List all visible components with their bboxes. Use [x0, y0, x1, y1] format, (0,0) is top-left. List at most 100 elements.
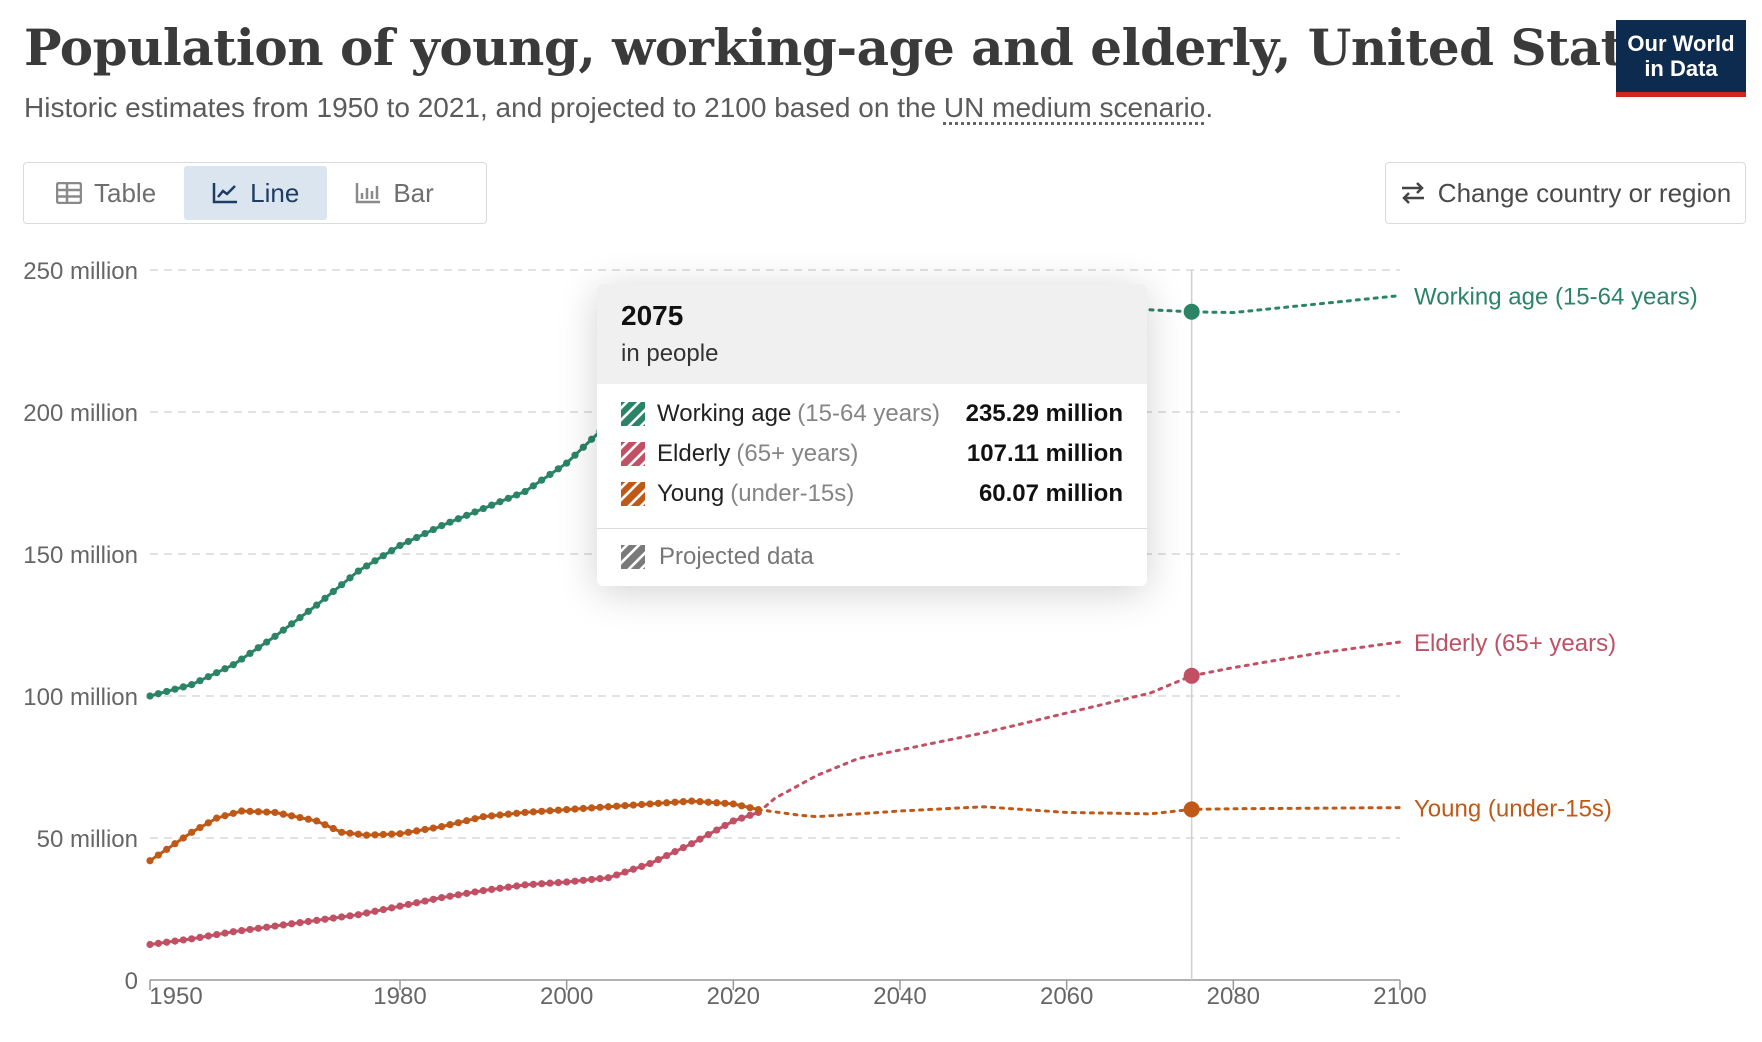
data-point	[304, 607, 312, 615]
data-point	[196, 677, 204, 685]
data-point	[221, 665, 229, 673]
data-point	[254, 644, 262, 652]
data-point	[513, 809, 521, 817]
tab-bar[interactable]: Bar	[327, 166, 461, 220]
tooltip-row-elderly: Elderly (65+ years) 107.11 million	[621, 434, 1123, 474]
data-point	[396, 541, 404, 550]
data-point	[546, 879, 554, 887]
tooltip-series-range: (under-15s)	[730, 480, 855, 507]
hover-point	[1183, 667, 1200, 684]
data-point	[321, 594, 329, 602]
data-point	[729, 800, 737, 808]
data-point	[279, 921, 287, 929]
data-point	[179, 683, 187, 691]
data-point	[579, 876, 587, 884]
data-point	[663, 799, 671, 807]
data-point	[688, 797, 696, 805]
data-point	[638, 800, 646, 809]
data-point	[438, 823, 446, 831]
data-point	[296, 919, 304, 927]
series-line-projected	[756, 805, 1402, 819]
data-point	[388, 830, 396, 838]
data-point	[663, 852, 671, 860]
data-point	[279, 810, 287, 818]
tooltip-series-value: 60.07 million	[978, 480, 1123, 507]
data-point	[329, 587, 337, 596]
data-point	[629, 801, 637, 809]
data-point	[379, 552, 387, 560]
hover-tooltip: 2075 in people Working age (15-64 years)…	[597, 284, 1147, 586]
data-point	[288, 812, 296, 820]
data-point	[196, 933, 204, 942]
data-point	[404, 537, 412, 546]
data-point	[638, 862, 646, 871]
data-point	[296, 614, 304, 622]
data-point	[529, 880, 537, 888]
x-tick-label: 2060	[1040, 983, 1093, 1010]
data-point	[596, 803, 604, 811]
data-point	[163, 687, 171, 696]
tab-line[interactable]: Line	[184, 166, 328, 220]
tab-table[interactable]: Table	[28, 166, 184, 220]
data-point	[163, 845, 171, 853]
data-point	[521, 808, 529, 817]
data-point	[204, 819, 212, 827]
data-point	[254, 808, 262, 816]
data-point	[371, 557, 379, 565]
data-point	[363, 909, 371, 917]
data-point	[229, 809, 237, 817]
data-point	[454, 515, 462, 523]
data-point	[571, 805, 579, 813]
tooltip-year: 2075	[621, 300, 684, 331]
data-point	[288, 620, 296, 628]
tooltip-series-name: Young	[657, 480, 725, 507]
data-point	[521, 881, 529, 889]
series-line-historic	[149, 810, 759, 946]
data-point	[321, 915, 329, 923]
data-point	[738, 802, 746, 810]
data-point	[646, 800, 654, 808]
data-point	[421, 529, 429, 538]
data-point	[438, 894, 446, 902]
x-tick-label: 2100	[1373, 983, 1426, 1010]
un-scenario-link[interactable]: UN medium scenario	[943, 92, 1206, 123]
data-point	[413, 533, 421, 542]
data-point	[546, 807, 554, 815]
data-point	[354, 911, 362, 919]
change-country-button[interactable]: Change country or region	[1385, 162, 1746, 224]
data-point	[529, 808, 537, 816]
data-point	[563, 459, 571, 467]
data-point	[604, 803, 612, 811]
x-tick-label: 2080	[1207, 983, 1260, 1010]
tooltip-footer: Projected data	[597, 529, 1147, 585]
line-chart-icon	[212, 183, 238, 204]
data-point	[596, 875, 604, 883]
data-point	[179, 936, 187, 944]
tooltip-series-range: (15-64 years)	[797, 400, 941, 427]
data-point	[563, 878, 571, 886]
data-point	[496, 498, 504, 506]
data-point	[313, 817, 321, 825]
y-tick-label: 250 million	[23, 258, 138, 285]
data-point	[463, 817, 471, 825]
data-point	[646, 859, 654, 868]
owid-logo[interactable]: Our World in Data	[1616, 20, 1746, 97]
data-point	[221, 929, 229, 937]
data-point	[146, 940, 154, 949]
data-point	[154, 939, 162, 947]
x-tick-label: 1950	[149, 983, 202, 1010]
data-point	[379, 830, 387, 839]
hatch-swatch-icon	[621, 402, 645, 426]
data-point	[704, 798, 712, 806]
projected-hatch-icon	[621, 545, 645, 569]
data-point	[213, 930, 221, 939]
tooltip-series-name: Elderly	[657, 440, 731, 467]
data-point	[471, 508, 479, 516]
data-point	[346, 574, 354, 582]
data-point	[704, 830, 712, 839]
tooltip-unit: in people	[621, 340, 719, 367]
data-point	[271, 922, 279, 930]
data-point	[538, 880, 546, 888]
data-point	[696, 835, 704, 843]
